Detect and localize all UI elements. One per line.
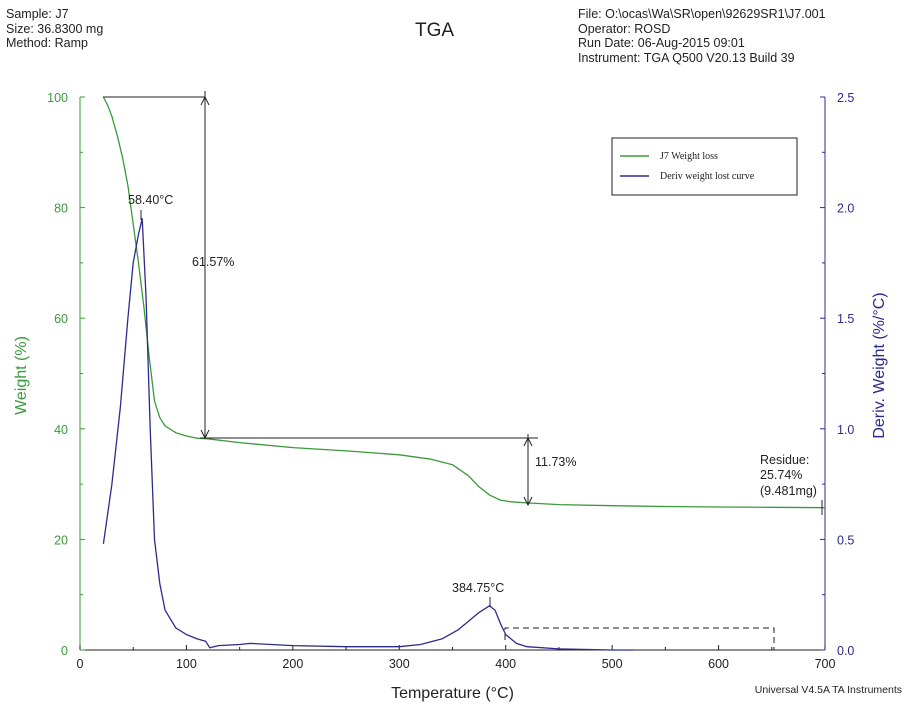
y-tick-label: 80 (54, 202, 68, 216)
y-axis-title: Weight (%) (13, 336, 30, 415)
x-tick-label: 0 (77, 657, 84, 671)
x-tick-label: 300 (389, 657, 410, 671)
annotations: 61.57% 11.73% Residue: 25.74% (9.481mg) … (103, 91, 823, 650)
operator-label: Operator: ROSD (578, 21, 671, 36)
deriv-weight-curve (102, 218, 634, 651)
file-label: File: O:\ocas\Wa\SR\open\92629SR1\J7.001 (578, 7, 826, 21)
x-tick-label: 600 (708, 657, 729, 671)
step2-label: 11.73% (535, 455, 576, 469)
size-label: Size: 36.8300 mg (6, 21, 104, 36)
y-tick-label: 40 (54, 423, 68, 437)
axes: 0 100 200 300 400 500 600 700 0 20 40 60 80 100 0.0 0.5… (13, 91, 888, 702)
residue-percent: 25.74% (760, 468, 802, 482)
step1-label: 61.57% (192, 255, 234, 269)
y-tick-label: 0 (61, 644, 68, 658)
x-tick-label: 100 (176, 657, 197, 671)
legend-label-deriv: Deriv weight lost curve (660, 171, 755, 182)
method-label: Method: Ramp (6, 36, 88, 50)
x-tick-label: 700 (815, 657, 836, 671)
y-tick-label: 60 (54, 312, 68, 326)
chart-title: TGA (415, 20, 455, 41)
legend: J7 Weight loss Deriv weight lost curve (611, 137, 798, 196)
y2-tick-label: 1.5 (837, 312, 854, 326)
residue-label: Residue: (760, 453, 809, 467)
y2-tick-label: 0.5 (837, 533, 854, 547)
curves (102, 96, 826, 651)
y2-tick-label: 2.5 (837, 91, 854, 105)
software-footer: Universal V4.5A TA Instruments (754, 684, 902, 696)
step1-arrow-head-top (200, 95, 210, 106)
x-tick-label: 500 (602, 657, 623, 671)
deriv-dashed-bracket (504, 627, 775, 650)
x-tick-label: 400 (495, 657, 516, 671)
peak1-label: 58.40°C (128, 193, 173, 207)
sample-info-block: Sample: J7 Size: 36.8300 mg Method: Ramp (6, 7, 103, 51)
y-tick-label: 20 (54, 533, 68, 547)
run-info-block: File: O:\ocas\Wa\SR\open\92629SR1\J7.001… (578, 7, 826, 65)
y2-tick-label: 2.0 (837, 202, 854, 216)
step2-arrow-head-bottom (523, 496, 533, 507)
y2-tick-label: 0.0 (837, 644, 854, 658)
instrument-label: Instrument: TGA Q500 V20.13 Build 39 (578, 50, 795, 65)
sample-label: Sample: J7 (6, 7, 69, 21)
legend-box (611, 137, 798, 196)
residue-mass: (9.481mg) (760, 484, 817, 498)
y2-axis-title: Deriv. Weight (%/°C) (871, 292, 888, 438)
y2-tick-label: 1.0 (837, 423, 854, 437)
run-date-label: Run Date: 06-Aug-2015 09:01 (578, 36, 745, 50)
x-axis-title: Temperature (°C) (391, 685, 514, 702)
peak2-label: 384.75°C (452, 581, 504, 595)
x-tick-label: 200 (282, 657, 303, 671)
y-tick-label: 100 (47, 91, 68, 105)
step2-arrow-head-top (523, 436, 533, 447)
legend-label-weight: J7 Weight loss (660, 151, 718, 162)
weight-loss-curve (102, 96, 826, 509)
